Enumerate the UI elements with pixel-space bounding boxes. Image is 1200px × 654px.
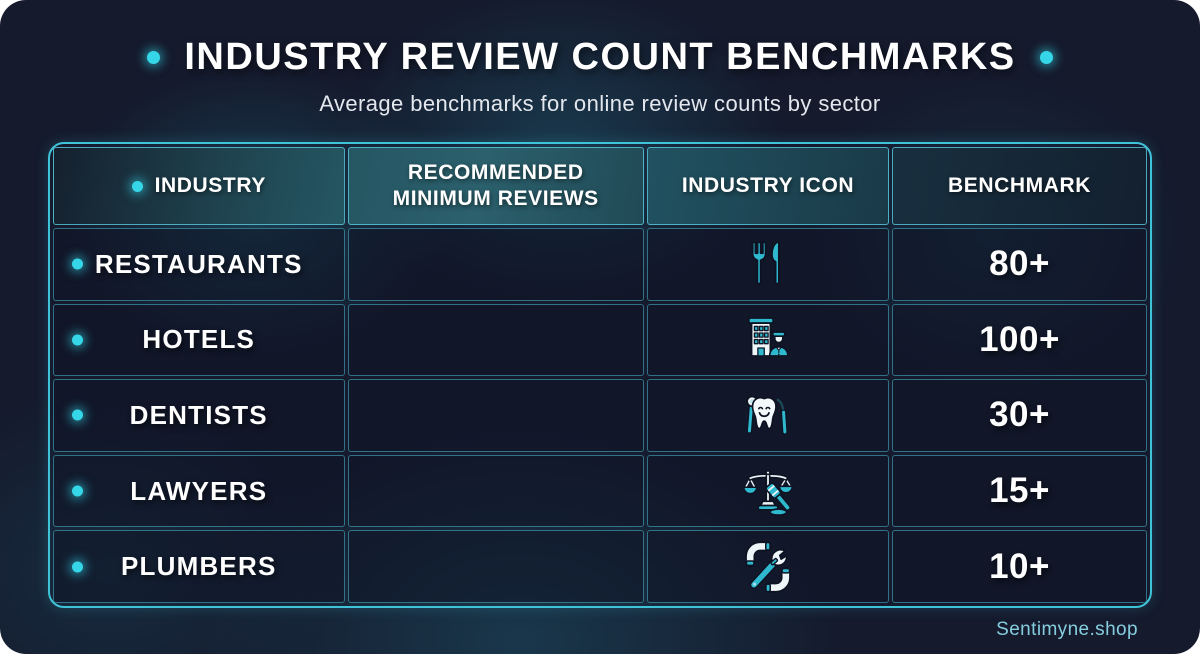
benchmark-value: 10+: [892, 530, 1147, 603]
row-accent-dot: [72, 258, 83, 270]
recommended-cell: [347, 303, 644, 377]
recommended-cell: [347, 228, 644, 301]
industry-label: HOTELS: [142, 324, 256, 355]
recommended-cell: [347, 379, 644, 452]
benchmark-value: 15+: [892, 454, 1147, 528]
recommended-cell: [347, 454, 644, 528]
recommended-cell: [347, 530, 644, 603]
industry-cell-hotels: HOTELS: [53, 303, 345, 377]
hotel-bellhop-icon: [747, 317, 789, 357]
industry-label: PLUMBERS: [121, 551, 277, 582]
fork-knife-icon: [751, 241, 780, 286]
industry-label: RESTAURANTS: [94, 248, 303, 279]
tooth-dental-tools-icon: [746, 396, 788, 435]
row-accent-dot: [72, 561, 83, 573]
column-header-label: INDUSTRY: [154, 174, 266, 197]
column-header-benchmark: BENCHMARK: [892, 147, 1147, 225]
column-header-industry: INDUSTRY: [53, 147, 345, 225]
industry-cell-plumbers: PLUMBERS: [53, 530, 345, 603]
title-accent-dot-right: [1039, 51, 1053, 64]
benchmark-value: 30+: [892, 379, 1147, 452]
industry-cell-lawyers: LAWYERS: [53, 454, 345, 528]
row-accent-dot: [72, 485, 83, 497]
column-header-industry-icon: INDUSTRY ICON: [646, 147, 890, 225]
icon-cell: [646, 530, 890, 603]
icon-cell: [646, 228, 890, 301]
icon-cell: [646, 379, 890, 452]
title-accent-dot-left: [147, 51, 161, 64]
page-title: INDUSTRY REVIEW COUNT BENCHMARKS: [184, 36, 1016, 78]
industry-cell-dentists: DENTISTS: [53, 379, 345, 452]
page-subtitle: Average benchmarks for online review cou…: [319, 91, 881, 116]
icon-cell: [646, 454, 890, 528]
benchmark-table: INDUSTRY RECOMMENDED MINIMUM REVIEWS IND…: [48, 142, 1152, 608]
row-accent-dot: [72, 334, 83, 346]
title-row: INDUSTRY REVIEW COUNT BENCHMARKS: [0, 36, 1200, 79]
column-header-label: BENCHMARK: [947, 174, 1092, 197]
industry-label: DENTISTS: [129, 399, 268, 430]
header-accent-dot: [131, 180, 143, 192]
benchmark-value: 100+: [892, 303, 1147, 377]
watermark-brand: Sentimyne.shop: [996, 619, 1138, 640]
column-header-label: INDUSTRY ICON: [681, 174, 855, 197]
row-accent-dot: [72, 409, 83, 421]
pipe-wrench-icon: [745, 541, 791, 593]
industry-cell-restaurants: RESTAURANTS: [53, 228, 345, 301]
scales-gavel-icon: [743, 470, 794, 516]
benchmark-value: 80+: [892, 228, 1147, 301]
industry-label: LAWYERS: [130, 475, 268, 506]
column-header-label: RECOMMENDED MINIMUM REVIEWS: [392, 160, 599, 210]
icon-cell: [646, 303, 890, 377]
column-header-recommended-minimum-reviews: RECOMMENDED MINIMUM REVIEWS: [347, 147, 644, 225]
